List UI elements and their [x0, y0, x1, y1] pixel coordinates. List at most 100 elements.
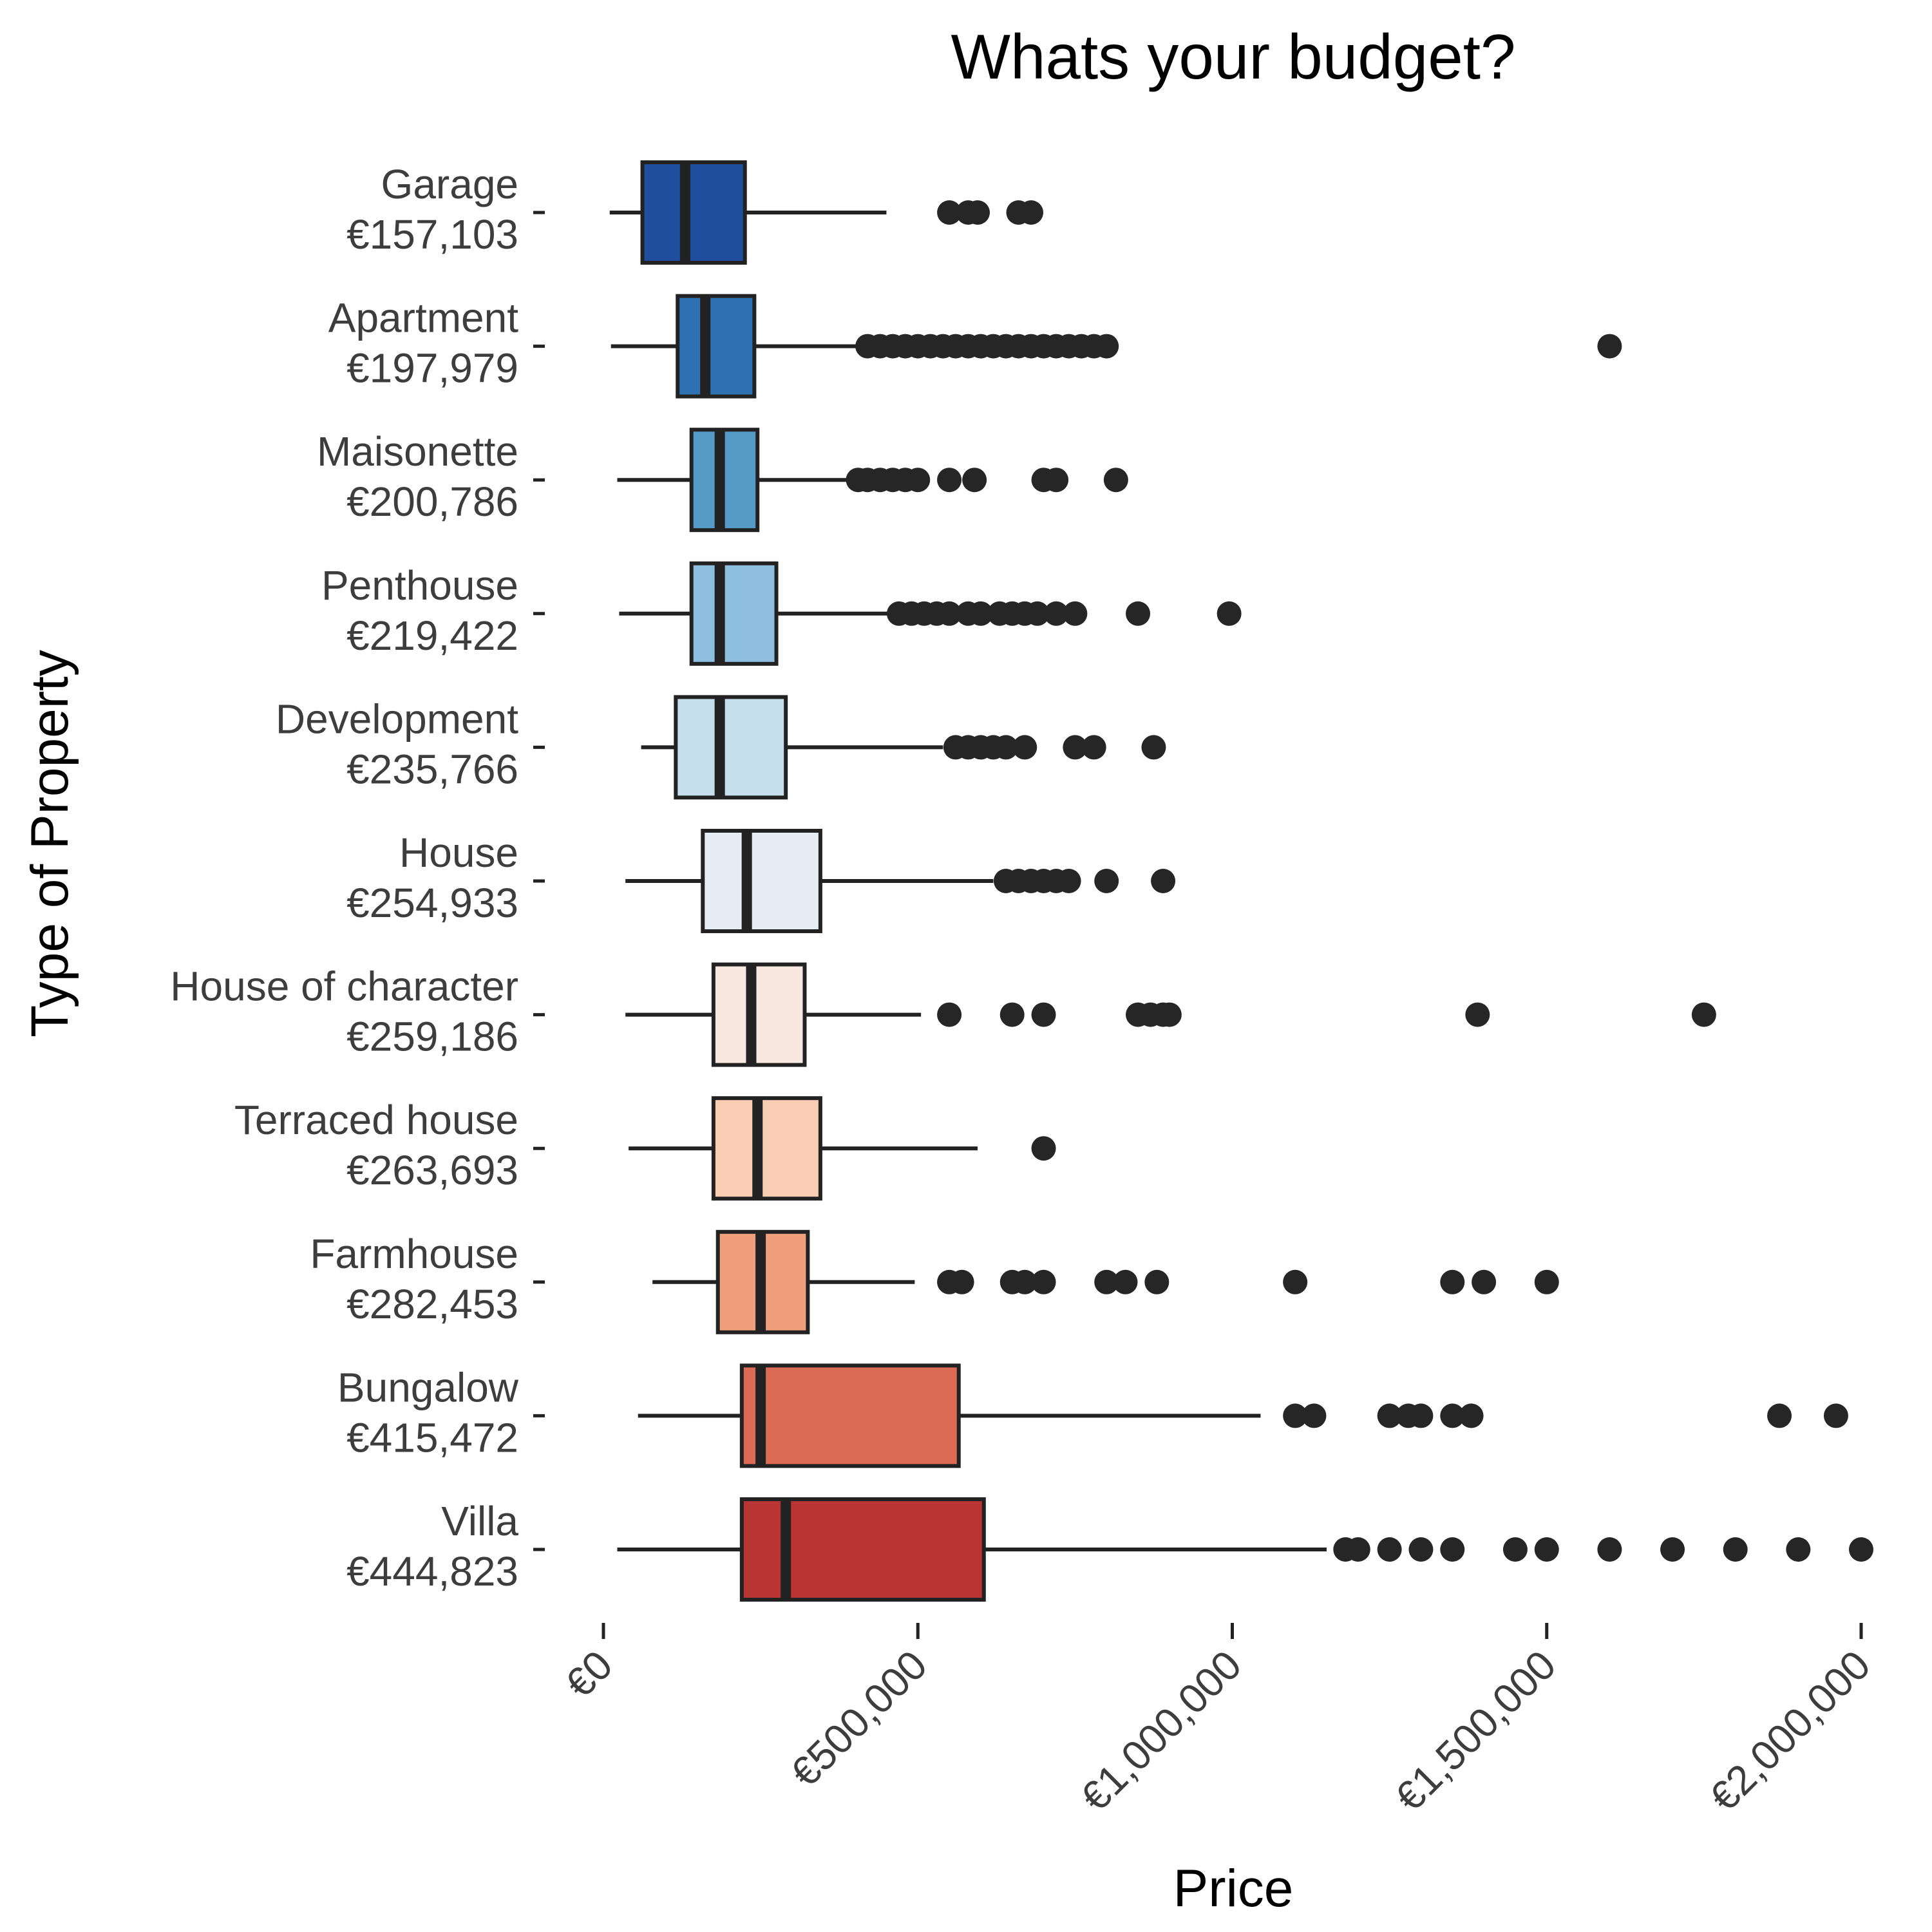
plot-area: Garage€157,103 Apartment€197,979 Maisonett…: [170, 160, 1879, 1820]
category-label: Apartment: [328, 295, 518, 341]
outlier-point: [1440, 1269, 1465, 1294]
outlier-point: [1283, 1403, 1308, 1428]
outlier-point: [1377, 1537, 1402, 1562]
category-row: House€254,933: [346, 829, 1176, 933]
outlier-point: [1597, 1537, 1622, 1562]
outlier-point: [937, 1002, 962, 1027]
outlier-point: [1044, 601, 1069, 626]
category-row: Farmhouse€282,453: [310, 1229, 1559, 1334]
iqr-box: [689, 561, 779, 666]
outlier-point: [1094, 334, 1119, 359]
outlier-point: [1345, 1537, 1370, 1562]
outlier-point: [1377, 1403, 1402, 1428]
outlier-point: [905, 468, 931, 493]
outlier-point: [1459, 1403, 1484, 1428]
iqr-box: [739, 1363, 961, 1468]
outlier-point: [1012, 1269, 1037, 1294]
outlier-point: [1157, 1002, 1182, 1027]
outlier-point: [1063, 601, 1088, 626]
outlier-point: [949, 1269, 974, 1294]
category-label: Villa: [441, 1498, 518, 1544]
category-mean-label: €444,823: [346, 1548, 518, 1595]
outlier-point: [1151, 869, 1176, 893]
category-mean-label: €235,766: [346, 746, 518, 792]
outlier-point: [1141, 735, 1166, 760]
iqr-box: [739, 1497, 986, 1602]
outlier-point: [1691, 1002, 1716, 1027]
category-mean-label: €157,103: [346, 211, 518, 258]
x-tick-label: €1,500,000: [1386, 1642, 1564, 1820]
category-mean-label: €263,693: [346, 1147, 518, 1193]
category-label: House: [399, 829, 518, 876]
outlier-point: [1723, 1537, 1748, 1562]
category-mean-label: €200,786: [346, 478, 518, 525]
category-row: Garage€157,103: [346, 160, 1044, 265]
category-row: House of character€259,186: [170, 962, 1716, 1067]
x-tick-label: €500,000: [781, 1642, 936, 1796]
outlier-point: [993, 735, 1018, 760]
iqr-box: [711, 962, 807, 1067]
outlier-point: [1534, 1269, 1559, 1294]
outlier-point: [1408, 1537, 1434, 1562]
outlier-point: [965, 200, 990, 225]
x-tick-label: €1,000,000: [1072, 1642, 1250, 1820]
outlier-point: [1081, 735, 1106, 760]
outlier-point: [968, 601, 993, 626]
outlier-point: [1056, 869, 1081, 893]
category-row: Villa€444,823: [346, 1497, 1873, 1602]
outlier-point: [1849, 1537, 1873, 1562]
outlier-point: [1063, 735, 1088, 760]
category-mean-label: €259,186: [346, 1014, 518, 1060]
category-label: Penthouse: [321, 562, 518, 609]
category-mean-label: €219,422: [346, 612, 518, 659]
category-row: Apartment€197,979: [328, 294, 1622, 399]
outlier-point: [1283, 1269, 1308, 1294]
outlier-point: [1144, 1269, 1170, 1294]
outlier-point: [1472, 1269, 1497, 1294]
outlier-point: [1031, 1136, 1056, 1161]
outlier-point: [1094, 869, 1119, 893]
x-tick-label: €0: [556, 1642, 621, 1707]
category-label: Farmhouse: [310, 1231, 518, 1277]
outlier-point: [1103, 468, 1128, 493]
x-axis-title: Price: [1173, 1859, 1294, 1918]
category-mean-label: €282,453: [346, 1281, 518, 1327]
outlier-point: [1534, 1537, 1559, 1562]
category-mean-label: €254,933: [346, 880, 518, 926]
category-mean-label: €415,472: [346, 1414, 518, 1461]
iqr-box: [674, 695, 788, 800]
outlier-point: [1217, 601, 1242, 626]
outlier-point: [1786, 1537, 1811, 1562]
iqr-box: [676, 294, 757, 399]
outlier-point: [1660, 1537, 1685, 1562]
outlier-point: [962, 468, 987, 493]
category-row: Bungalow€415,472: [337, 1363, 1848, 1468]
outlier-point: [1012, 735, 1037, 760]
category-label: Garage: [381, 161, 518, 207]
outlier-point: [1044, 468, 1069, 493]
outlier-point: [1113, 1269, 1138, 1294]
category-label: Bungalow: [337, 1364, 519, 1410]
outlier-point: [1031, 1269, 1056, 1294]
category-row: Terraced house€263,693: [234, 1096, 1056, 1201]
category-row: Development€235,766: [276, 695, 1166, 800]
outlier-point: [1302, 1403, 1327, 1428]
category-label: House of character: [170, 963, 518, 1010]
outlier-point: [937, 468, 962, 493]
outlier-point: [1502, 1537, 1528, 1562]
outlier-point: [1823, 1403, 1848, 1428]
outlier-point: [937, 200, 962, 225]
iqr-box: [640, 160, 747, 265]
iqr-box: [701, 829, 822, 933]
category-label: Maisonette: [317, 428, 518, 475]
outlier-point: [1597, 334, 1622, 359]
outlier-point: [1019, 200, 1044, 225]
outlier-point: [1025, 601, 1050, 626]
outlier-point: [1767, 1403, 1792, 1428]
category-label: Terraced house: [234, 1097, 518, 1143]
outlier-point: [999, 1002, 1025, 1027]
category-mean-label: €197,979: [346, 345, 518, 392]
outlier-point: [937, 601, 962, 626]
